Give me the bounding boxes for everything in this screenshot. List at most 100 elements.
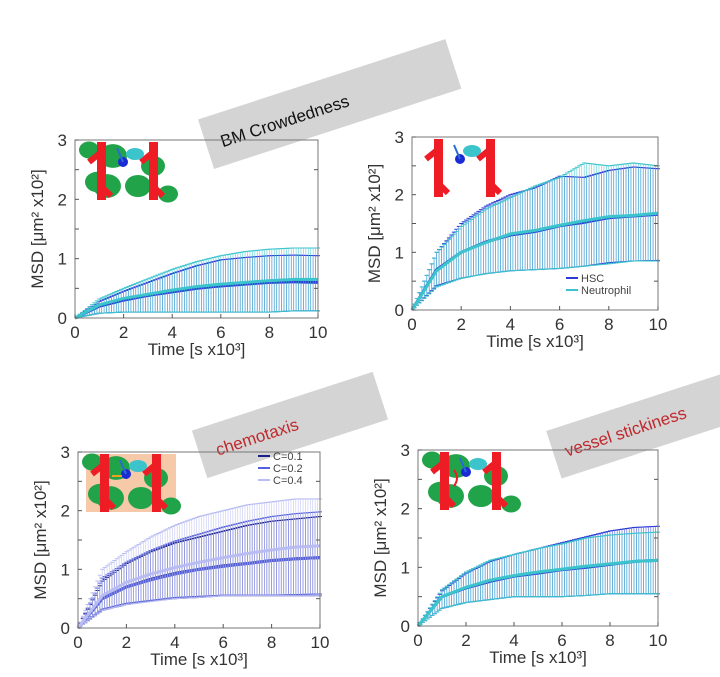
y-axis-label: MSD [μm² x10²]: [31, 480, 50, 599]
x-tick-label: 0: [407, 315, 416, 334]
inset-illustration: [422, 451, 521, 513]
mean-line: [410, 211, 659, 311]
x-tick-label: 6: [557, 631, 566, 650]
inset-illustration: [82, 453, 181, 515]
bm-label-box: BM Crowdedness: [198, 39, 462, 169]
x-tick-label: 4: [170, 633, 179, 652]
x-tick-label: 2: [119, 323, 128, 342]
x-axis-label: Time [s x10³]: [148, 340, 246, 359]
chart-3: 0 1 2 3 0 2 4 6 8 10 Time [s x10³] MSD [μm² x10²] C=…: [31, 443, 329, 669]
legend-label: C=0.4: [273, 475, 303, 487]
x-tick-label: 10: [309, 323, 328, 342]
y-tick-label: 3: [401, 441, 410, 460]
y-tick-label: 1: [401, 558, 410, 577]
vessel: [97, 142, 106, 200]
vessel-branch: [142, 463, 156, 477]
x-tick-label: 4: [506, 315, 515, 334]
neutrophil-cell: [469, 458, 487, 470]
vessel: [440, 452, 449, 510]
x-tick-label: 10: [649, 631, 668, 650]
x-tick-label: 0: [413, 631, 422, 650]
series-Neutrophil: [410, 162, 660, 311]
x-tick-label: 8: [265, 323, 274, 342]
legend-label: C=0.2: [273, 463, 303, 475]
bm-cell: [128, 486, 154, 510]
vessel-branch: [441, 493, 457, 509]
vessel: [152, 454, 161, 512]
neutrophil-cell: [463, 145, 481, 157]
vessel-branch: [139, 151, 153, 165]
mean-line: [76, 544, 321, 629]
y-tick-label: 1: [58, 250, 67, 269]
y-tick-label: 2: [401, 500, 410, 519]
y-tick-label: 0: [395, 301, 404, 320]
neutrophil-cell: [129, 460, 147, 472]
y-tick-label: 0: [401, 617, 410, 636]
x-tick-label: 6: [216, 323, 225, 342]
legend-label: Neutrophil: [581, 285, 631, 297]
y-tick-label: 2: [61, 502, 70, 521]
y-tick-label: 3: [58, 131, 67, 150]
y-tick-label: 1: [395, 243, 404, 262]
vessel-branch: [153, 495, 169, 511]
x-tick-label: 2: [461, 631, 470, 650]
legend-label: HSC: [581, 273, 604, 285]
mean-line: [74, 277, 318, 320]
series-2: [74, 247, 320, 320]
chart-2: 0 1 2 3 0 2 4 6 8 10 Time [s x10³] MSD [μm² x10²] HS…: [365, 128, 667, 351]
inset-illustration: [424, 139, 503, 197]
vessel: [149, 142, 158, 200]
vessel-branch: [87, 151, 101, 165]
x-tick-label: 2: [122, 633, 131, 652]
vessel-branch: [424, 148, 438, 162]
vessel-branch: [430, 461, 444, 475]
neutrophil-cell: [126, 148, 144, 160]
y-tick-label: 2: [58, 190, 67, 209]
velocity-arrow: [453, 144, 461, 160]
velocity-arrow: [459, 457, 467, 473]
x-axis-label: Time [s x10³]: [489, 648, 587, 667]
vessel-branch: [101, 495, 117, 511]
bm-cell: [158, 185, 178, 203]
chart-1: 0 1 2 3 0 2 4 6 8 10 Time [s x10³] MSD [μm² x10²]: [28, 131, 327, 359]
inset-illustration: [79, 141, 178, 203]
x-tick-label: 4: [509, 631, 518, 650]
x-tick-label: 0: [73, 633, 82, 652]
mean-line: [416, 558, 659, 627]
x-tick-label: 0: [70, 323, 79, 342]
y-tick-label: 1: [61, 560, 70, 579]
vessel-branch: [90, 463, 104, 477]
vessel: [434, 139, 443, 197]
vessel-branch: [98, 183, 114, 199]
y-tick-label: 0: [61, 619, 70, 638]
bm-cell: [468, 484, 494, 508]
y-tick-label: 3: [61, 443, 70, 462]
x-tick-label: 4: [167, 323, 176, 342]
vessel-branch: [493, 493, 509, 509]
velocity-arrow: [119, 459, 127, 475]
y-tick-label: 3: [395, 128, 404, 147]
y-axis-label: MSD [μm² x10²]: [371, 478, 390, 597]
bm-cell: [161, 497, 181, 515]
vessel-label-box: vessel stickiness: [546, 372, 720, 479]
series-2: [416, 531, 660, 627]
x-tick-label: 2: [456, 315, 465, 334]
vessel-branch: [435, 180, 451, 196]
adhesion-mark: [453, 469, 458, 487]
x-axis-label: Time [s x10³]: [486, 332, 584, 351]
x-tick-label: 8: [605, 631, 614, 650]
x-axis-label: Time [s x10³]: [150, 650, 248, 669]
vessel: [486, 139, 495, 197]
x-tick-label: 8: [604, 315, 613, 334]
x-tick-label: 6: [218, 633, 227, 652]
x-tick-label: 10: [311, 633, 330, 652]
bm-cell: [125, 174, 151, 198]
y-axis-label: MSD [μm² x10²]: [28, 169, 47, 288]
x-tick-label: 8: [267, 633, 276, 652]
y-axis-label: MSD [μm² x10²]: [365, 164, 384, 283]
legend-label: C=0.1: [273, 451, 303, 463]
vessel-branch: [476, 148, 490, 162]
vessel: [492, 452, 501, 510]
y-tick-label: 2: [395, 186, 404, 205]
